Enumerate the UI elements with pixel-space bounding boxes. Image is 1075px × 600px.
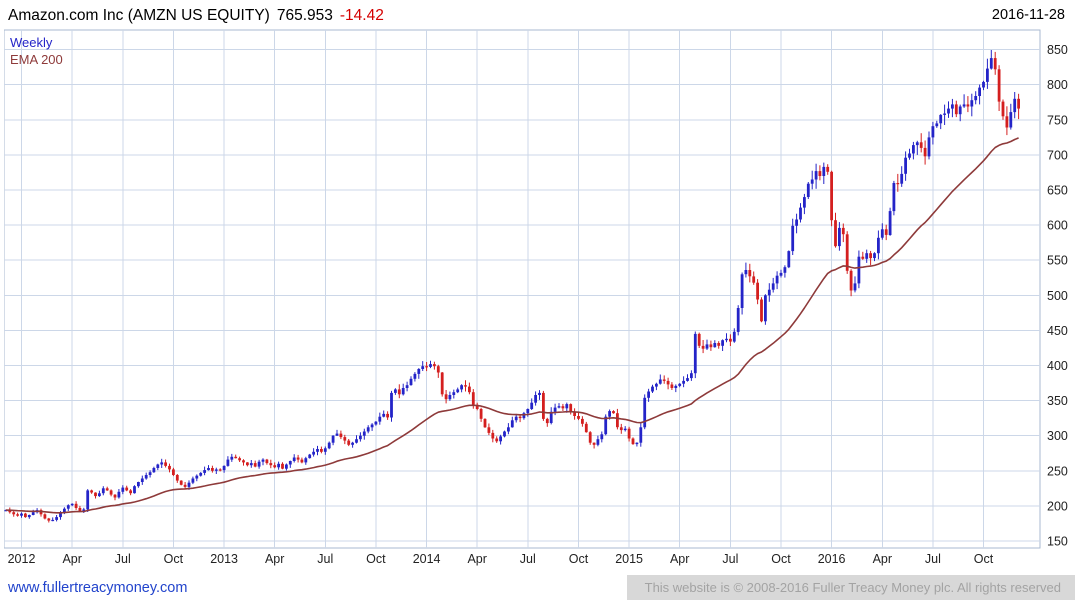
- svg-text:750: 750: [1047, 113, 1068, 127]
- legend-weekly-label: Weekly: [10, 35, 53, 50]
- svg-text:Jul: Jul: [925, 552, 941, 566]
- footer-bar: www.fullertreacymoney.com This website i…: [0, 575, 1075, 600]
- instrument-title: Amazon.com Inc (AMZN US EQUITY): [8, 7, 270, 24]
- svg-text:Oct: Oct: [366, 552, 386, 566]
- svg-text:350: 350: [1047, 394, 1068, 408]
- svg-text:150: 150: [1047, 535, 1068, 549]
- svg-text:Apr: Apr: [873, 552, 892, 566]
- svg-text:Apr: Apr: [467, 552, 486, 566]
- svg-text:450: 450: [1047, 324, 1068, 338]
- svg-text:Jul: Jul: [722, 552, 738, 566]
- svg-text:200: 200: [1047, 499, 1068, 513]
- svg-text:300: 300: [1047, 429, 1068, 443]
- svg-text:Apr: Apr: [62, 552, 81, 566]
- svg-text:550: 550: [1047, 254, 1068, 268]
- svg-text:2014: 2014: [413, 552, 441, 566]
- last-price: 765.953: [276, 7, 333, 24]
- svg-text:800: 800: [1047, 78, 1068, 92]
- svg-text:Apr: Apr: [670, 552, 689, 566]
- svg-text:2013: 2013: [210, 552, 238, 566]
- svg-text:2012: 2012: [8, 552, 36, 566]
- price-change: -14.42: [339, 7, 384, 24]
- copyright-text: This website is © 2008-2016 Fuller Treac…: [626, 575, 1075, 600]
- svg-text:850: 850: [1047, 43, 1068, 57]
- svg-text:Oct: Oct: [974, 552, 994, 566]
- svg-text:400: 400: [1047, 359, 1068, 373]
- site-link[interactable]: www.fullertreacymoney.com: [8, 579, 188, 596]
- svg-text:700: 700: [1047, 148, 1068, 162]
- instrument-title-group: Amazon.com Inc (AMZN US EQUITY) 765.953 -1…: [8, 7, 384, 25]
- svg-text:Apr: Apr: [265, 552, 284, 566]
- chart-header: Amazon.com Inc (AMZN US EQUITY) 765.953 -1…: [0, 0, 1075, 28]
- candlestick-chart-canvas[interactable]: 150 200 250 300 350 400 450 500 550 600 650 700 750 8…: [4, 28, 1070, 575]
- svg-text:250: 250: [1047, 464, 1068, 478]
- price-chart-area: 150 200 250 300 350 400 450 500 550 600 650 700 750 8…: [0, 28, 1075, 575]
- svg-text:Oct: Oct: [569, 552, 589, 566]
- svg-text:Jul: Jul: [317, 552, 333, 566]
- legend-ema-label: EMA 200: [10, 52, 63, 67]
- svg-text:600: 600: [1047, 219, 1068, 233]
- svg-text:Jul: Jul: [520, 552, 536, 566]
- svg-text:Oct: Oct: [164, 552, 184, 566]
- svg-text:2016: 2016: [818, 552, 846, 566]
- chart-date: 2016-11-28: [991, 7, 1065, 23]
- svg-text:650: 650: [1047, 184, 1068, 198]
- svg-text:Jul: Jul: [115, 552, 131, 566]
- chart-legend: Weekly EMA 200: [10, 34, 63, 68]
- svg-text:2015: 2015: [615, 552, 643, 566]
- svg-text:Oct: Oct: [771, 552, 791, 566]
- svg-text:500: 500: [1047, 289, 1068, 303]
